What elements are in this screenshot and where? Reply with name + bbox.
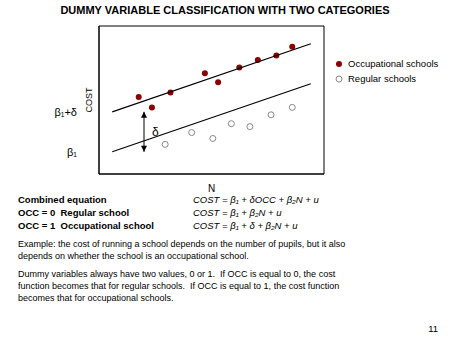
html-text:COST = β₁ + δOCC + β₂N + u: COST = β₁ + δOCC + β₂N + u (193, 194, 319, 205)
svg-text:COST: COST (84, 87, 94, 113)
html-text:Combined equation: Combined equation (18, 194, 107, 205)
html-text:Dummy variables always have tw: Dummy variables always have two values, … (18, 269, 340, 303)
svg-text:N: N (208, 183, 215, 192)
html-text:COST = β₁ + β₂N + u: COST = β₁ + β₂N + u (193, 207, 282, 218)
html-text:Example: the cost of running a: Example: the cost of running a school de… (18, 239, 346, 261)
html-text:11: 11 (428, 323, 438, 334)
html-text:OCC = 0 Regular school: OCC = 0 Regular school (18, 207, 130, 218)
svg-text:β₁: β₁ (67, 146, 77, 158)
html-text:Occupational schools: Occupational schools (348, 58, 439, 69)
svg-text:δ: δ (152, 125, 159, 139)
svg-text:β₁+δ: β₁+δ (54, 106, 77, 118)
html-text:DUMMY VARIABLE CLASSIFICATION: DUMMY VARIABLE CLASSIFICATION WITH TWO C… (60, 4, 390, 16)
html-text:Regular schools: Regular schools (348, 73, 417, 84)
html-text:OCC = 1 Occupational school: OCC = 1 Occupational school (18, 220, 154, 231)
html-text:COST = β₁ + δ + β₂N + u: COST = β₁ + δ + β₂N + u (193, 220, 298, 231)
